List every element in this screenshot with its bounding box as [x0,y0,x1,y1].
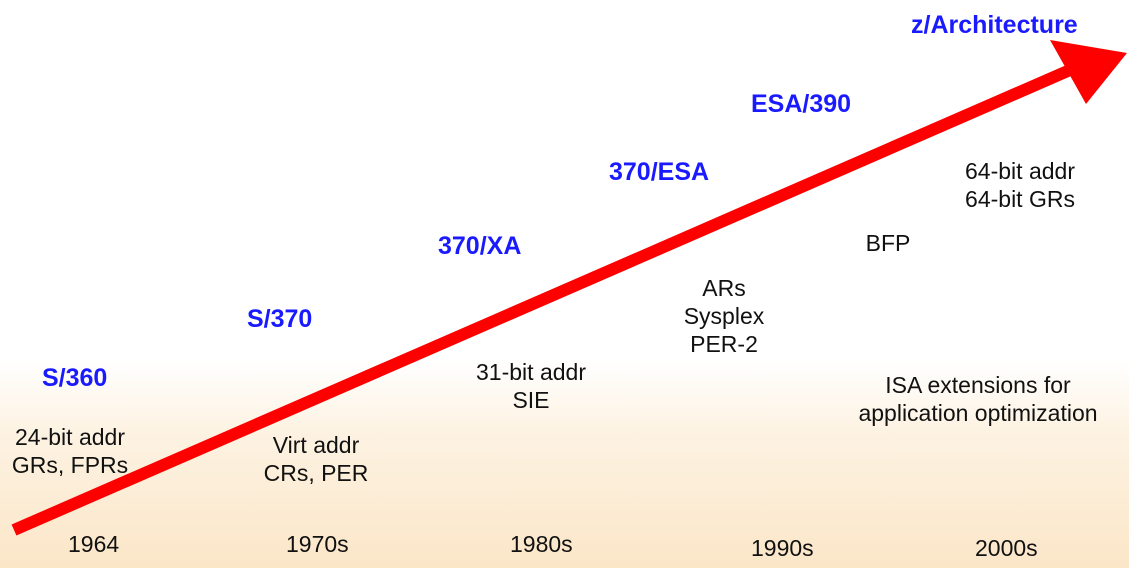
feature-line: 24-bit addr [15,424,125,450]
architecture-label-370esa: 370/ESA [609,158,710,186]
feature-line: CRs, PER [263,460,369,486]
feature-line: application optimization [858,400,1098,426]
features-s360: 24-bit addr GRs, FPRs [0,423,140,479]
architecture-label-370xa: 370/XA [438,232,522,260]
features-370esa: ARs Sysplex PER-2 [664,274,784,358]
year-label-2000s: 2000s [975,535,1038,561]
features-s370: Virt addr CRs, PER [246,431,386,487]
year-label-1964: 1964 [68,531,120,557]
architecture-label-s370: S/370 [247,305,313,333]
feature-line: 31-bit addr [476,359,586,385]
features-esa390: BFP [848,229,928,257]
feature-line: GRs, FPRs [11,452,129,478]
architecture-label-zarchitecture: z/Architecture [911,11,1078,39]
feature-line: PER-2 [690,331,758,357]
features-370xa: 31-bit addr SIE [461,358,601,414]
architecture-label-s360: S/360 [42,364,108,392]
features-zarchitecture: 64-bit addr 64-bit GRs [945,157,1095,213]
arrow-head [1050,40,1127,104]
feature-line: Virt addr [272,432,360,458]
feature-line: ISA extensions for [885,372,1071,398]
feature-line: Sysplex [683,303,765,329]
feature-line: 64-bit addr [965,158,1075,184]
arrow-shaft [11,64,1073,536]
feature-line: BFP [865,230,911,256]
feature-line: SIE [512,387,550,413]
year-label-1970s: 1970s [286,531,349,557]
feature-line: ARs [702,275,746,301]
feature-line: 64-bit GRs [965,186,1075,212]
year-label-1990s: 1990s [751,535,814,561]
features-isa-extensions: ISA extensions for application optimizat… [838,371,1118,427]
year-label-1980s: 1980s [510,531,573,557]
architecture-label-esa390: ESA/390 [751,90,852,118]
